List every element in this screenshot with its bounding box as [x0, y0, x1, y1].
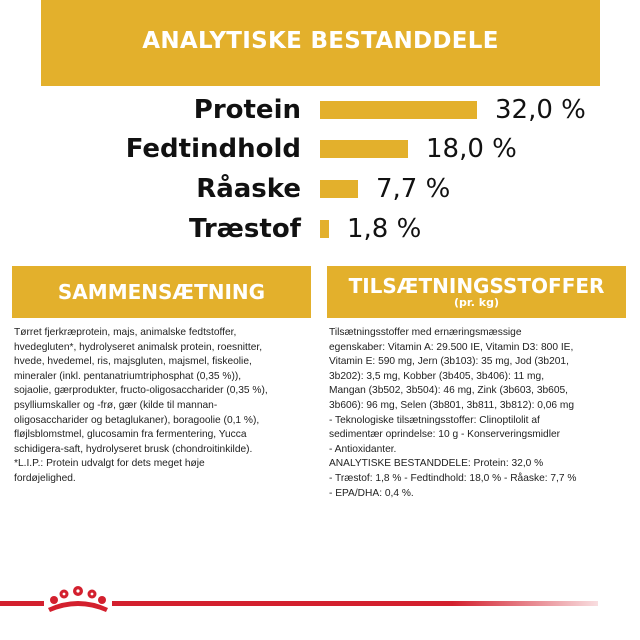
additives-line: sedimentær oprindelse: 10 g - Konserveri… [329, 429, 561, 441]
composition-text: Tørret fjerkræprotein, majs, animalske f… [14, 326, 314, 487]
composition-line: hvedegluten*, hydrolyseret animalsk prot… [14, 341, 263, 353]
additives-line: Vitamin E: 590 mg, Jern (3b103): 35 mg, … [329, 356, 569, 368]
analytical-bar [320, 180, 358, 198]
analytical-value: 7,7 % [376, 174, 451, 204]
additives-line: - Træstof: 1,8 % - Fedtindhold: 18,0 % -… [329, 472, 577, 484]
analytical-label: Træstof [188, 214, 301, 244]
additives-line: - Antioxidanter. [329, 443, 397, 455]
crown-icon [48, 586, 108, 612]
analytical-bar [320, 101, 477, 119]
additives-text: Tilsætningsstoffer med ernæringsmæssige e… [329, 326, 629, 501]
footer-line [0, 601, 44, 606]
analytical-row: Fedtindhold 18,0 % [0, 131, 640, 167]
additives-subtitle: (pr. kg) [454, 296, 499, 309]
composition-line: mineraler (inkl. pentanatriumtriphosphat… [14, 370, 242, 382]
analytical-label: Råaske [196, 174, 301, 204]
additives-line: Mangan (3b502, 3b504): 46 mg, Zink (3b60… [329, 385, 569, 397]
additives-line: - EPA/DHA: 0,4 %. [329, 487, 414, 499]
additives-header: TILSÆTNINGSSTOFFER (pr. kg) [327, 266, 626, 318]
composition-header: SAMMENSÆTNING [12, 266, 311, 318]
additives-line: 3b202): 3,5 mg, Kobber (3b405, 3b406): 1… [329, 370, 545, 382]
analytical-row: Råaske 7,7 % [0, 171, 640, 207]
composition-line: Tørret fjerkræprotein, majs, animalske f… [14, 327, 237, 338]
composition-title: SAMMENSÆTNING [57, 280, 266, 304]
composition-line: *L.I.P.: Protein udvalgt for dets meget … [14, 458, 205, 470]
analytical-label: Protein [193, 95, 301, 125]
composition-line: schidigera-saft, hydrolyseret brusk (cho… [14, 443, 253, 455]
analytical-row: Træstof 1,8 % [0, 211, 640, 247]
analytical-value: 1,8 % [347, 214, 422, 244]
composition-line: psylliumskaller og -frø, gær (kilde til … [14, 399, 218, 411]
composition-line: fløjlsblomstmel, glucosamin fra fermente… [14, 429, 247, 441]
composition-line: oligosaccharider og betaglukaner), borag… [14, 414, 260, 426]
additives-line: Tilsætningsstoffer med ernæringsmæssige [329, 327, 522, 338]
analytical-value: 32,0 % [495, 95, 586, 125]
composition-line: hvede, hvedemel, ris, majsgluten, majsme… [14, 356, 252, 368]
analytical-title: ANALYTISKE BESTANDDELE [142, 28, 499, 54]
additives-line: - Teknologiske tilsætningsstoffer: Clino… [329, 414, 540, 426]
additives-line: ANALYTISKE BESTANDDELE: Protein: 32,0 % [329, 458, 544, 470]
composition-line: sojaolie, gærprodukter, fructo-oligosacc… [14, 385, 268, 397]
additives-line: 3b606): 96 mg, Selen (3b801, 3b811, 3b81… [329, 399, 575, 411]
analytical-value: 18,0 % [426, 134, 517, 164]
composition-line: fordøjelighed. [14, 472, 76, 484]
analytical-bar [320, 140, 408, 158]
analytical-label: Fedtindhold [125, 134, 301, 164]
additives-title: TILSÆTNINGSSTOFFER [348, 274, 605, 298]
analytical-row: Protein 32,0 % [0, 92, 640, 128]
analytical-header: ANALYTISKE BESTANDDELE [41, 0, 600, 86]
additives-line: egenskaber: Vitamin A: 29.500 IE, Vitami… [329, 341, 574, 353]
analytical-bar [320, 220, 329, 238]
footer-line [112, 601, 598, 606]
